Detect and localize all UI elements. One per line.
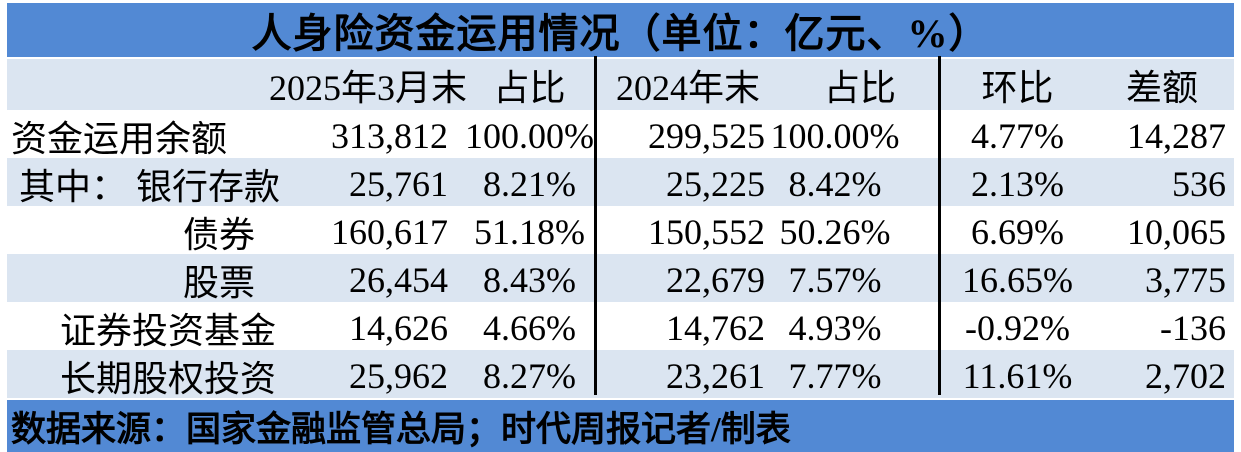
value-cell: 160,617 — [331, 212, 448, 252]
column-header: 环比 — [981, 68, 1054, 108]
value-cell: 4.66% — [483, 308, 576, 348]
value-cell: 150,552 — [648, 212, 765, 252]
value-cell: 14,626 — [349, 308, 448, 348]
value-cell: 3,775 — [1145, 260, 1226, 300]
column-header: 占比 — [823, 68, 896, 108]
value-cell: 11.61% — [962, 356, 1073, 396]
value-cell: -0.92% — [965, 308, 1070, 348]
value-cell: 4.93% — [788, 308, 882, 348]
row-label: 债券 — [182, 215, 255, 255]
row-label: 证券投资基金 — [59, 311, 276, 351]
value-cell: 7.77% — [788, 356, 882, 396]
value-cell: 100.00% — [770, 116, 900, 156]
table-row: 股票 26,454 8.43% 22,679 7.57% 16.65% 3,775 — [7, 254, 1234, 303]
value-cell: 25,225 — [666, 164, 765, 204]
value-cell: 16.65% — [962, 260, 1073, 300]
value-cell: 23,261 — [666, 356, 765, 396]
value-cell: 536 — [1172, 164, 1226, 204]
value-cell: 10,065 — [1127, 212, 1226, 252]
value-cell: 25,962 — [349, 356, 448, 396]
value-cell: 299,525 — [648, 116, 765, 156]
value-cell: -136 — [1160, 308, 1226, 348]
value-cell: 2.13% — [971, 164, 1064, 204]
header-row: 2025年3月末 占比 2024年末 占比 环比 差额 — [7, 59, 1234, 110]
table-body: 资金运用余额 313,812 100.00% 299,525 100.00% 4.77% 1… — [7, 110, 1234, 399]
column-header: 2024年末 — [615, 68, 760, 108]
table-row: 资金运用余额 313,812 100.00% 299,525 100.00% 4.77% 1… — [7, 110, 1234, 159]
value-cell: 14,287 — [1127, 116, 1226, 156]
value-cell: 14,762 — [666, 308, 765, 348]
table-row: 债券 160,617 51.18% 150,552 50.26% 6.69% 10,065 — [7, 206, 1234, 255]
value-cell: 26,454 — [349, 260, 448, 300]
column-header: 2025年3月末 — [269, 68, 468, 108]
value-cell: 7.57% — [788, 260, 882, 300]
column-divider — [938, 56, 941, 395]
source-note: 数据来源：国家金融监管总局；时代周报记者/制表 — [7, 400, 1234, 452]
row-label: 长期股权投资 — [59, 359, 276, 399]
table-row: 其中： 银行存款 25,761 8.21% 25,225 8.42% 2.13% 536 — [7, 158, 1234, 207]
column-divider — [594, 56, 597, 395]
value-cell: 25,761 — [349, 164, 448, 204]
value-cell: 8.43% — [483, 260, 576, 300]
table-title: 人身险资金运用情况（单位：亿元、%） — [7, 3, 1234, 57]
row-label: 股票 — [182, 263, 255, 303]
table-container: 人身险资金运用情况（单位：亿元、%） 2025年3月末 占比 2024年末 占比 环比差… — [7, 3, 1234, 452]
value-cell: 50.26% — [779, 212, 891, 252]
value-cell: 6.69% — [971, 212, 1064, 252]
column-header: 占比 — [493, 68, 566, 108]
table-row: 长期股权投资 25,962 8.27% 23,261 7.77% 11.61% 2,702 — [7, 350, 1234, 399]
column-header — [7, 59, 310, 111]
value-cell: 8.21% — [483, 164, 576, 204]
column-header: 差额 — [1125, 68, 1198, 108]
value-cell: 8.42% — [788, 164, 882, 204]
table-row: 证券投资基金 14,626 4.66% 14,762 4.93% -0.92% -136 — [7, 302, 1234, 351]
value-cell: 2,702 — [1145, 356, 1226, 396]
value-cell: 22,679 — [666, 260, 765, 300]
value-cell: 8.27% — [483, 356, 576, 396]
value-cell: 51.18% — [474, 212, 585, 252]
row-label: 资金运用余额 — [11, 119, 228, 159]
value-cell: 100.00% — [465, 116, 594, 156]
value-cell: 4.77% — [971, 116, 1064, 156]
value-cell: 313,812 — [331, 116, 448, 156]
row-label: 其中： 银行存款 — [19, 167, 281, 207]
